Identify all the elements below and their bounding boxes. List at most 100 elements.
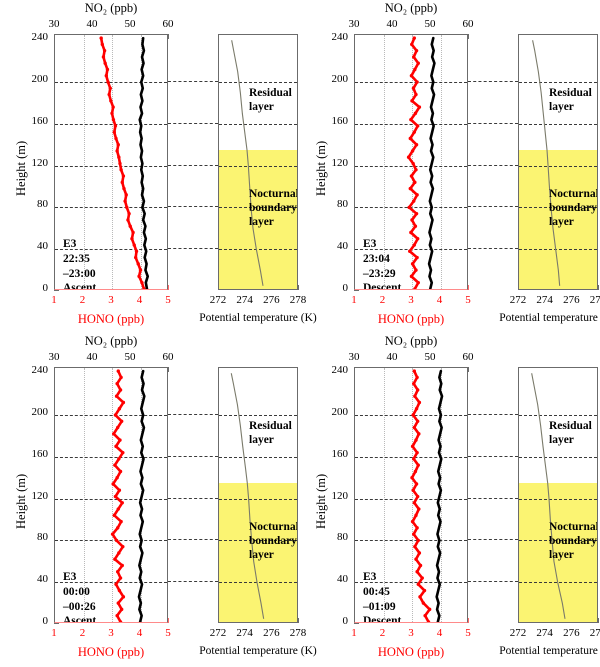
site-label: E3 xyxy=(63,237,77,250)
temperature-trace-svg xyxy=(532,40,561,286)
horizontal-gridline xyxy=(55,123,167,125)
hono-data-point xyxy=(417,507,421,511)
gridline-connector xyxy=(168,206,218,208)
hono-tick-label: 4 xyxy=(136,627,143,639)
hono-data-point xyxy=(413,180,417,185)
concentration-traces xyxy=(99,36,150,289)
hono-data-point xyxy=(117,407,122,411)
hono-data-point xyxy=(417,105,422,109)
hono-data-point xyxy=(410,149,415,153)
hono-data-point xyxy=(410,262,415,266)
height-tick-label: 120 xyxy=(331,156,349,169)
hono-tick-label: 3 xyxy=(408,294,414,306)
no2-tick-label: 60 xyxy=(162,351,174,363)
hono-tick-mark xyxy=(468,285,469,290)
hono-data-point xyxy=(413,224,418,228)
panel-annotation: E3 00:00 –00:26 Ascent xyxy=(63,570,96,622)
no2-trace xyxy=(427,36,436,289)
horizontal-gridline xyxy=(55,415,167,417)
hono-data-point xyxy=(411,86,416,90)
hono-data-point xyxy=(416,237,420,241)
hono-data-point xyxy=(415,255,419,260)
panel-4: NO₂ (ppb) HONO (ppb) Potential temperature… xyxy=(300,333,600,667)
hono-tick-label: 4 xyxy=(436,627,443,639)
temperature-plot-frame: Residual layer Nocturnal boundary layer xyxy=(518,367,598,623)
hono-tick-label: 1 xyxy=(51,294,57,306)
temperature-plot-frame: Residual layer Nocturnal boundary layer xyxy=(518,34,598,290)
hono-data-point xyxy=(111,482,115,486)
panel-3: NO₂ (ppb) HONO (ppb) Potential temperature… xyxy=(0,333,317,667)
horizontal-gridline xyxy=(55,456,167,458)
hono-data-point xyxy=(413,394,417,398)
height-tick-label: 0 xyxy=(42,282,49,294)
horizontal-gridline xyxy=(55,82,167,84)
direction-label: Descent xyxy=(363,615,402,623)
horizontal-gridline xyxy=(219,165,297,167)
temperature-tick-label: 274 xyxy=(536,627,553,639)
hono-data-point xyxy=(417,400,422,405)
hono-tick-mark xyxy=(468,618,469,623)
vertical-gridline xyxy=(412,368,413,622)
residual-layer-line2: layer xyxy=(249,101,274,114)
hono-data-point xyxy=(412,532,416,536)
gridline-connector xyxy=(168,248,218,250)
hono-data-point xyxy=(414,557,418,561)
hono-data-point xyxy=(416,61,420,65)
hono-tick-label: 2 xyxy=(79,294,86,306)
no2-tick-label: 60 xyxy=(462,18,474,30)
height-tick-mark xyxy=(54,623,59,624)
hono-data-point xyxy=(122,186,126,191)
nocturnal-boundary-layer-label: Nocturnal boundary layer xyxy=(549,520,597,562)
hono-data-point xyxy=(121,595,126,599)
hono-axis-title: HONO (ppb) xyxy=(377,312,445,326)
hono-data-point xyxy=(408,136,412,141)
gridline-connector xyxy=(168,414,218,416)
hono-data-point xyxy=(412,501,416,505)
gridline-connector xyxy=(468,455,518,457)
horizontal-gridline xyxy=(219,582,297,584)
hono-data-point xyxy=(413,469,418,474)
residual-layer-line2: layer xyxy=(249,434,274,447)
hono-tick-label: 5 xyxy=(465,627,471,639)
hono-data-point xyxy=(113,124,118,128)
nbl-line1: Nocturnal xyxy=(249,187,298,200)
residual-layer-line1: Residual xyxy=(549,420,592,433)
temperature-trace xyxy=(231,40,264,286)
nocturnal-boundary-layer-label: Nocturnal boundary layer xyxy=(249,187,298,229)
gridline-connector xyxy=(168,497,218,499)
hono-trace xyxy=(410,369,431,622)
temperature-tick-label: 272 xyxy=(509,627,527,639)
hono-data-point xyxy=(117,457,121,461)
hono-data-point xyxy=(112,130,116,134)
nocturnal-boundary-layer-band xyxy=(219,482,297,622)
site-label: E3 xyxy=(363,237,377,250)
hono-data-point xyxy=(409,117,413,122)
temperature-plot-frame: Residual layer Nocturnal boundary layer xyxy=(218,34,298,290)
hono-tick-label: 1 xyxy=(351,627,357,639)
height-tick-mark xyxy=(354,290,359,291)
hono-data-point xyxy=(414,92,418,97)
site-label: E3 xyxy=(63,570,77,583)
hono-data-point xyxy=(131,230,135,235)
height-tick-label: 80 xyxy=(337,531,348,544)
hono-data-point xyxy=(118,576,123,580)
hono-data-point xyxy=(110,111,114,116)
hono-data-point xyxy=(116,601,120,605)
hono-tick-mark xyxy=(168,285,169,290)
hono-data-point xyxy=(111,105,115,109)
hono-tick-label: 2 xyxy=(379,627,386,639)
hono-data-point xyxy=(418,563,423,568)
temperature-tick-mark xyxy=(598,285,599,290)
residual-layer-label: Residual layer xyxy=(249,419,292,447)
hono-data-point xyxy=(116,369,120,373)
temperature-tick-label: 276 xyxy=(263,627,280,639)
height-tick-mark xyxy=(54,290,59,291)
gridline-connector xyxy=(468,248,518,250)
horizontal-gridline xyxy=(355,540,467,542)
hono-data-point xyxy=(410,99,414,103)
hono-data-point xyxy=(420,576,424,580)
hono-data-point xyxy=(409,230,413,235)
gridline-connector xyxy=(168,455,218,457)
height-tick-label: 80 xyxy=(37,198,48,211)
no2-tick-mark xyxy=(168,367,169,372)
